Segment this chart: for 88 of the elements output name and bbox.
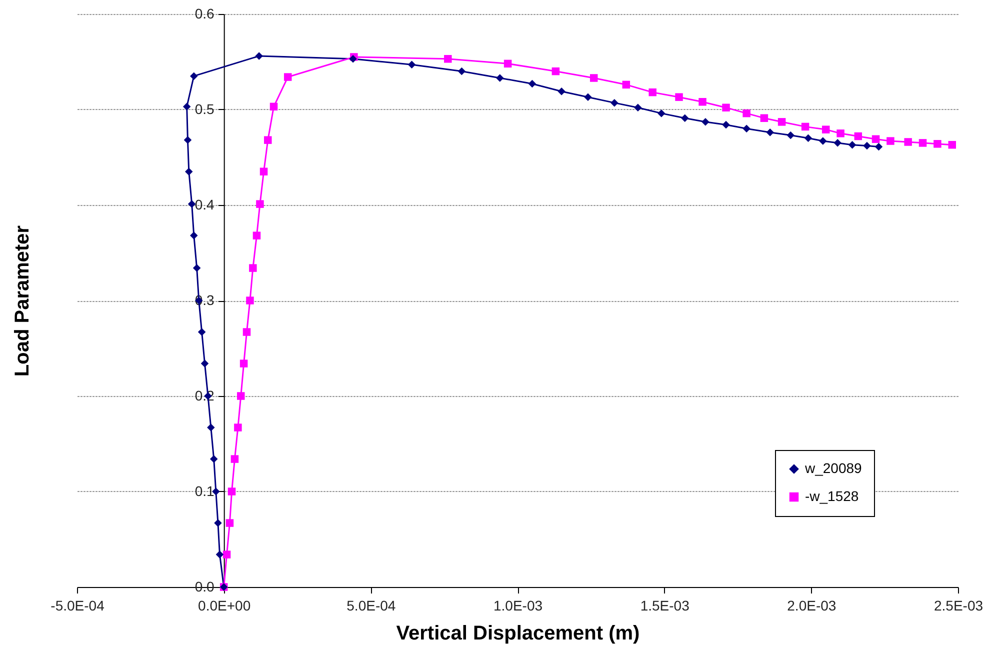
- point: [804, 134, 812, 142]
- point: [698, 98, 706, 106]
- point: [848, 140, 856, 149]
- point: [185, 168, 193, 176]
- point: [872, 135, 880, 143]
- point: [702, 118, 710, 126]
- point: [934, 140, 942, 148]
- point: [886, 137, 894, 145]
- point: [675, 93, 683, 101]
- point: [558, 87, 566, 96]
- x-tick-label: 0.0E+00: [198, 598, 251, 614]
- point: [284, 73, 292, 81]
- point: [246, 296, 254, 304]
- point: [658, 109, 666, 118]
- point: [270, 102, 278, 111]
- point: [240, 360, 248, 368]
- legend-label: w_20089: [804, 460, 862, 476]
- point: [552, 67, 560, 76]
- point: [230, 455, 239, 463]
- point: [200, 360, 209, 368]
- point: [766, 128, 774, 136]
- point: [528, 80, 536, 88]
- point: [634, 104, 642, 112]
- point: [236, 392, 245, 400]
- point: [496, 74, 504, 82]
- point: [184, 136, 192, 144]
- y-tick-label: 0.4: [194, 196, 215, 212]
- x-tick-label: 1.5E-03: [640, 598, 690, 614]
- point: [918, 139, 927, 147]
- point: [504, 60, 512, 68]
- point: [648, 88, 656, 96]
- point: [188, 200, 196, 208]
- point: [778, 118, 786, 126]
- point: [256, 200, 264, 208]
- point: [222, 550, 231, 558]
- y-tick-label: 0.6: [194, 6, 215, 22]
- point: [198, 328, 206, 336]
- x-tick-label: 5.0E-04: [346, 598, 396, 614]
- point: [760, 114, 768, 122]
- point: [408, 60, 416, 68]
- point: [226, 519, 234, 527]
- point: [255, 52, 263, 60]
- point: [622, 80, 630, 89]
- point: [590, 74, 598, 82]
- point: [190, 232, 198, 240]
- point: [207, 424, 215, 432]
- point: [874, 142, 883, 151]
- point: [192, 264, 201, 272]
- point: [252, 232, 261, 240]
- point: [190, 72, 198, 80]
- x-tick-label: 2.5E-03: [934, 598, 984, 614]
- point: [786, 131, 794, 140]
- x-axis-title: Vertical Displacement (m): [396, 622, 640, 644]
- point: [182, 102, 191, 111]
- x-tick-label: -5.0E-04: [50, 598, 105, 614]
- point: [742, 109, 750, 118]
- point: [584, 93, 592, 101]
- point: [681, 114, 689, 122]
- point: [260, 168, 268, 176]
- point: [228, 488, 236, 496]
- point: [742, 124, 750, 132]
- point: [234, 424, 242, 432]
- point: [214, 519, 222, 527]
- point: [863, 142, 871, 150]
- point: [722, 104, 730, 112]
- point: [948, 140, 956, 149]
- point: [458, 67, 466, 76]
- y-tick-label: 0.1: [194, 483, 215, 499]
- point: [216, 550, 224, 558]
- legend-label: -w_1528: [805, 488, 859, 504]
- point: [819, 137, 827, 145]
- point: [801, 122, 810, 131]
- y-tick-label: 0.5: [194, 101, 215, 117]
- point: [444, 55, 452, 63]
- point: [836, 130, 844, 138]
- point: [264, 136, 272, 144]
- point: [249, 264, 257, 272]
- y-axis-title: Load Parameter: [12, 225, 34, 377]
- x-tick-label: 1.0E-03: [493, 598, 543, 614]
- point: [834, 139, 842, 147]
- point: [242, 328, 251, 336]
- point: [722, 120, 730, 129]
- point: [210, 455, 218, 463]
- point: [854, 132, 862, 140]
- point: [904, 138, 912, 146]
- x-tick-label: 2.0E-03: [787, 598, 836, 614]
- point: [610, 98, 618, 107]
- point: [822, 126, 830, 134]
